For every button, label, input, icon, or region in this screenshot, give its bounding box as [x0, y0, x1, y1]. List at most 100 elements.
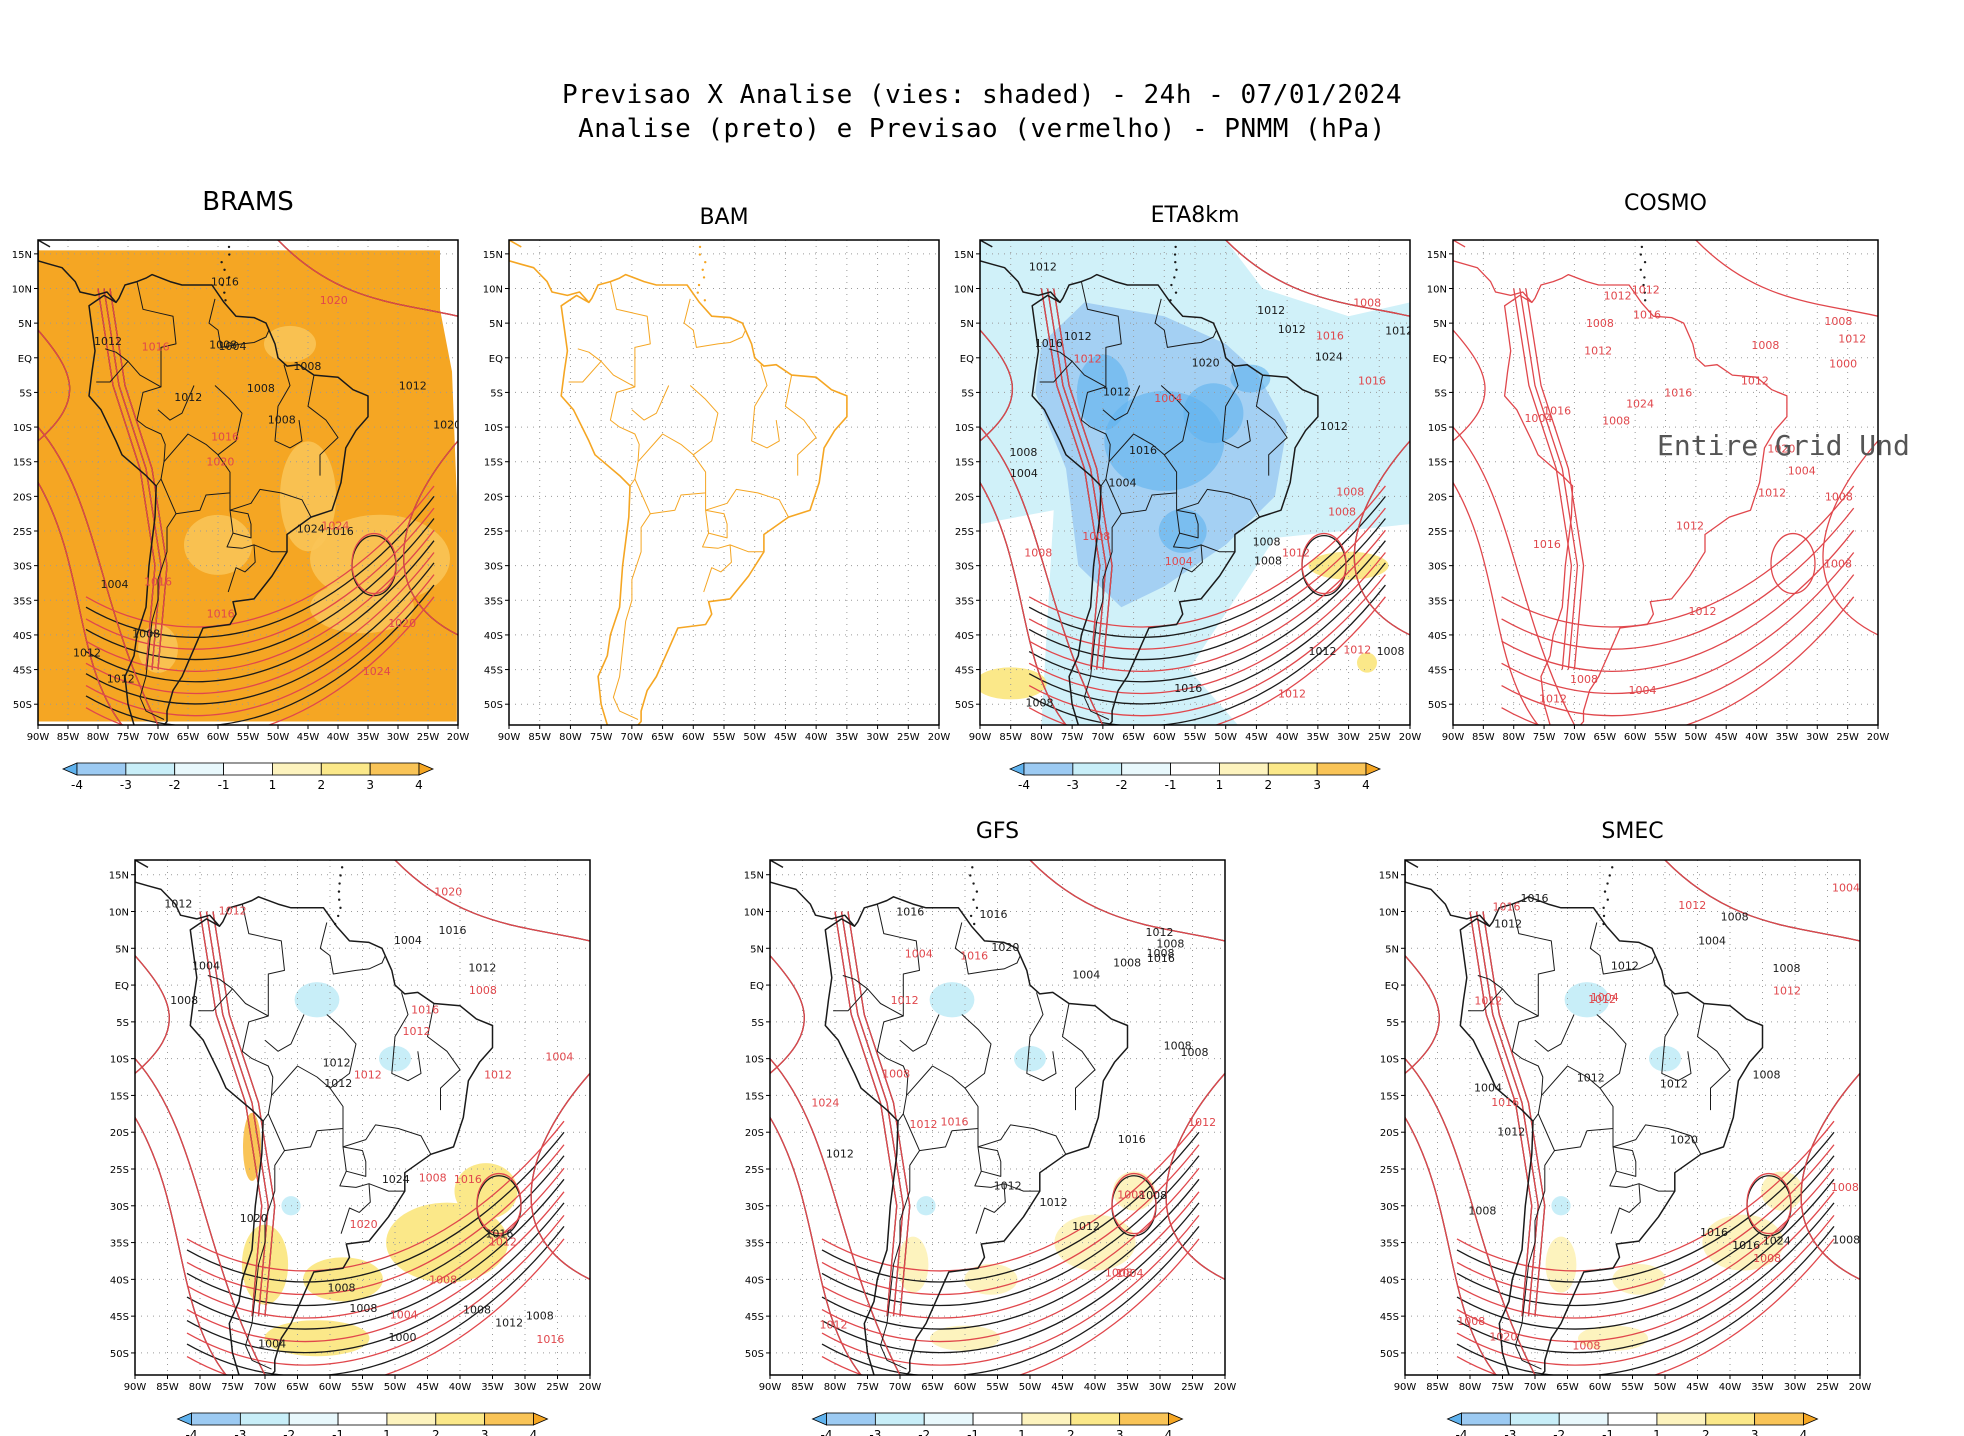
bias-strong-negative: [1158, 509, 1207, 553]
lat-tick-label: 30S: [1380, 1202, 1399, 1213]
forecast-isobar-label: 1012: [1282, 547, 1310, 560]
forecast-isobar-label: 1008: [1825, 491, 1853, 504]
lat-tick-label: 10N: [954, 285, 974, 296]
colorbar-label: 4: [1800, 1428, 1808, 1436]
lon-tick-label: 90W: [124, 1382, 147, 1393]
country-border: [274, 364, 303, 449]
panel-map-area: 1016100810121008101210121008100410121008…: [1405, 860, 1860, 1375]
lon-tick-label: 80W: [559, 732, 582, 743]
forecast-isobar-label: 1016: [1533, 538, 1561, 551]
bias-positive: [964, 1263, 1018, 1295]
south-america-map: [509, 240, 848, 725]
lon-tick-label: 35W: [836, 732, 859, 743]
lat-tick-label: 10N: [12, 285, 32, 296]
lon-tick-label: 70W: [1524, 1382, 1547, 1393]
analysis-isobar-label: 1012: [324, 1077, 352, 1090]
lon-tick-label: 85W: [156, 1382, 179, 1393]
lat-tick-label: 10S: [484, 423, 503, 434]
colorbar-label: -4: [1456, 1428, 1468, 1436]
lon-tick-label: 80W: [1459, 1382, 1482, 1393]
lon-tick-label: 40W: [1084, 1382, 1107, 1393]
forecast-isobar-label: 1008: [1117, 1189, 1145, 1202]
continent-outline: [189, 896, 494, 1375]
forecast-isobar-label: 1008: [1824, 315, 1852, 328]
lon-tick-label: 25W: [1816, 1382, 1839, 1393]
analysis-isobar-label: 1012: [1611, 960, 1639, 973]
colorbar-segment: [484, 1412, 534, 1426]
panel-map-area: 1008101210081012101210081012101610081012…: [1453, 240, 1878, 725]
colorbar-segment: [1119, 1412, 1169, 1426]
lon-tick-label: 65W: [1122, 732, 1145, 743]
lon-tick-label: 50W: [1654, 1382, 1677, 1393]
analysis-isobar-label: 1008: [1468, 1205, 1496, 1218]
forecast-isobar-label: 1004: [1524, 412, 1552, 425]
analysis-isobar-label: 1024: [297, 522, 325, 535]
lat-tick-label: 15S: [955, 458, 974, 469]
lon-tick-label: 60W: [682, 732, 705, 743]
lon-tick-label: 90W: [27, 732, 50, 743]
panel-unnamed-model: 1016100810121012100810121012100810041008…: [109, 859, 602, 1436]
country-border: [1083, 513, 1122, 720]
lat-tick-label: 50S: [1428, 700, 1447, 711]
colorbar-segment: [1267, 762, 1318, 776]
panel-map-area: 1016100810121012100810121012100810041008…: [135, 860, 590, 1375]
bias-patch: [310, 581, 414, 634]
bias-colorbar: -4 -3 -2 -1 1 2 3 4: [1008, 762, 1382, 792]
colorbar-segment: [874, 1412, 925, 1426]
colorbar-label: 2: [1702, 1428, 1710, 1436]
colorbar-segment: [337, 1412, 388, 1426]
lon-tick-label: 35W: [1307, 732, 1330, 743]
analysis-isobar-label: 1012: [107, 673, 135, 686]
analysis-isobar-label: 1008: [1113, 957, 1141, 970]
forecast-isobar-label: 1012: [219, 905, 247, 918]
lat-tick-label: 5S: [961, 388, 974, 399]
colorbar-high-arrow: [418, 762, 435, 776]
lat-tick-label: 40S: [484, 631, 503, 642]
colorbar-low-arrow: [811, 1412, 827, 1426]
colorbar-label: -2: [1553, 1428, 1565, 1436]
colorbar-segment: [125, 762, 176, 776]
country-border: [241, 1015, 274, 1122]
colorbar-low-arrow: [1446, 1412, 1462, 1426]
lat-tick-label: 10S: [745, 1055, 764, 1066]
colorbar-high-arrow: [1168, 1412, 1184, 1426]
panel-title: COSMO: [1624, 191, 1707, 216]
country-border: [1080, 386, 1111, 487]
analysis-isobar-label: 1012: [1072, 1220, 1100, 1233]
colorbar-label: 1: [1653, 1428, 1661, 1436]
lon-tick-label: 50W: [384, 1382, 407, 1393]
colorbar-label: -2: [169, 778, 181, 792]
country-border: [729, 544, 764, 553]
lon-tick-label: 60W: [207, 732, 230, 743]
analysis-isobar-label: 1012: [1064, 330, 1092, 343]
forecast-isobar-label: 1004: [1788, 464, 1816, 477]
country-border: [1511, 1015, 1544, 1122]
lat-tick-label: 30S: [1428, 562, 1447, 573]
lon-tick-label: 70W: [147, 732, 170, 743]
colorbar-segment: [1072, 762, 1123, 776]
analysis-isobar-label: 1008: [1139, 1189, 1167, 1202]
lon-tick-label: 35W: [1751, 1382, 1774, 1393]
lat-tick-label: 35S: [1428, 596, 1447, 607]
colorbar-label: 1: [1018, 1428, 1026, 1436]
lon-tick-label: 55W: [237, 732, 260, 743]
analysis-isobar-label: 1012: [399, 380, 427, 393]
colorbar-label: 3: [1116, 1428, 1124, 1436]
analysis-isobar-label: 1008: [1254, 555, 1282, 568]
lat-tick-label: 15S: [745, 1091, 764, 1102]
island-dots: [969, 866, 979, 926]
analysis-isobar-label: 1004: [1474, 1082, 1502, 1095]
colorbar-segment: [386, 1412, 437, 1426]
panel-brams: 1008101210081008100410121012100810041008…: [12, 187, 470, 792]
forecast-isobar-label: 1012: [1773, 984, 1801, 997]
analysis-isobar-label: 1012: [1497, 1125, 1525, 1138]
forecast-isobar-label: 1004: [1628, 684, 1656, 697]
axis-ticks: 90W 85W 80W 75W 70W 65W 60W 55W 50W 45W 40W 35W 30W 2…: [109, 871, 602, 1393]
country-border: [208, 298, 270, 348]
central-america-outline: [1405, 860, 1491, 927]
panel-map-area: 1012100810161012101210081012101210121008…: [980, 240, 1410, 725]
country-border: [1200, 544, 1235, 553]
lon-tick-label: 40W: [805, 732, 828, 743]
country-border: [1468, 988, 1503, 1012]
lon-tick-label: 45W: [1715, 732, 1738, 743]
